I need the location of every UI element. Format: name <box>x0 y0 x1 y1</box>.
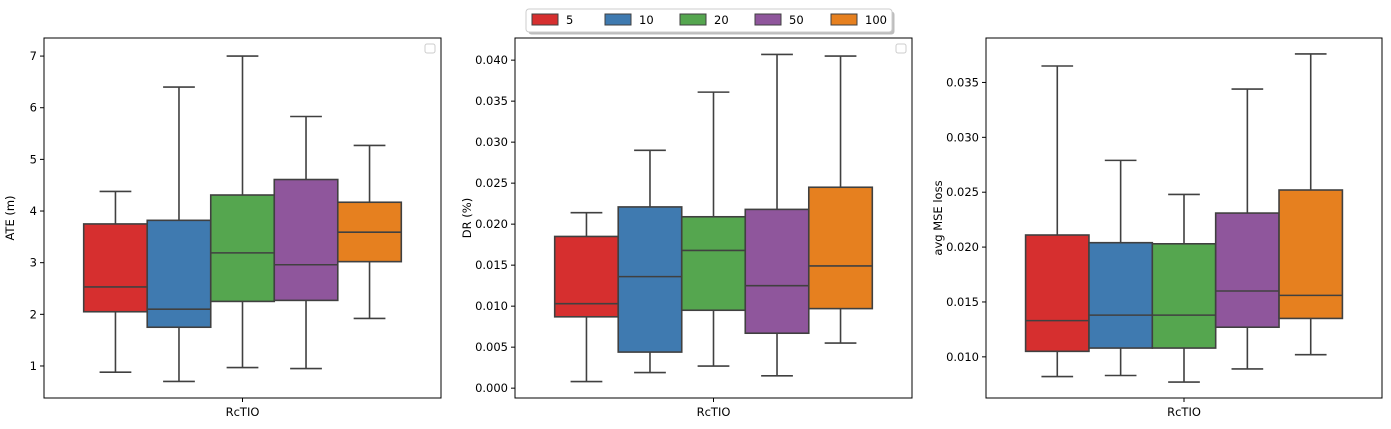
y-tick-label: 0.040 <box>475 53 508 67</box>
y-tick-label: 0.005 <box>475 340 508 354</box>
y-tick-label: 0.000 <box>475 381 508 395</box>
y-tick-label: 0.035 <box>475 94 508 108</box>
chart-panel-2: 0.000 0.005 0.010 0.015 0.020 0.025 0.030 0.035… <box>460 37 913 419</box>
box-series-50 <box>1214 88 1280 370</box>
iqr-box <box>82 223 149 313</box>
legend-label: 10 <box>639 13 654 27</box>
legend-item-50: 50 <box>754 13 804 27</box>
empty-legend-box <box>895 43 907 54</box>
iqr-box <box>744 208 810 335</box>
box-series-100 <box>1278 53 1344 356</box>
box-series-10 <box>1088 159 1154 377</box>
iqr-box <box>617 206 683 353</box>
box-series-10 <box>146 86 212 383</box>
box-series-10 <box>617 149 683 374</box>
box-series-20 <box>680 91 747 367</box>
iqr-box <box>1214 212 1280 329</box>
iqr-box <box>1024 234 1090 353</box>
y-tick-label: 1 <box>30 359 37 373</box>
legend-swatch <box>531 13 559 26</box>
legend-swatch <box>679 13 707 26</box>
box-series-20 <box>1151 193 1217 383</box>
legend-label: 100 <box>865 13 887 27</box>
iqr-box <box>146 219 212 329</box>
legend-swatch <box>754 13 782 26</box>
iqr-box <box>1278 189 1344 320</box>
legend-label: 50 <box>789 13 804 27</box>
y-axis-label: avg MSE loss <box>931 180 945 255</box>
y-tick-label: 5 <box>30 152 37 166</box>
y-tick-label: 0.020 <box>475 217 508 231</box>
legend-item-5: 5 <box>531 13 573 27</box>
y-tick-label: 4 <box>30 204 37 218</box>
chart-panel-1: 1 2 3 4 5 6 7 RcTIO ATE (m) <box>3 37 442 419</box>
chart-panel-3: 0.010 0.015 0.020 0.025 0.030 0.035 RcTIO avg M… <box>931 37 1383 419</box>
y-tick-label: 0.010 <box>946 350 979 364</box>
box-series-100 <box>807 55 874 344</box>
x-tick-label: RcTIO <box>697 405 731 419</box>
y-tick-label: 7 <box>30 49 37 63</box>
y-tick-label: 6 <box>30 101 37 115</box>
y-tick-label: 0.030 <box>475 135 508 149</box>
box-series-5 <box>1024 65 1090 378</box>
box-series-100 <box>336 144 403 320</box>
x-tick-label: RcTIO <box>1167 405 1201 419</box>
legend-item-100: 100 <box>830 13 887 27</box>
box-series-20 <box>209 55 276 369</box>
y-tick-label: 0.020 <box>946 240 979 254</box>
y-tick-label: 2 <box>30 307 37 321</box>
iqr-box <box>807 186 874 310</box>
iqr-box <box>273 178 339 302</box>
box-series-5 <box>553 211 620 383</box>
y-tick-label: 0.025 <box>946 185 979 199</box>
y-tick-label: 3 <box>30 256 37 270</box>
legend-swatch <box>830 13 858 26</box>
iqr-box <box>209 194 276 303</box>
box-series-50 <box>273 115 339 370</box>
legend: 5 10 20 50 100 <box>525 8 895 35</box>
y-tick-label: 0.010 <box>475 299 508 313</box>
y-axis-label: ATE (m) <box>3 195 17 240</box>
iqr-box <box>1151 242 1217 349</box>
iqr-box <box>1088 241 1154 349</box>
legend-label: 5 <box>566 13 573 27</box>
iqr-box <box>680 215 747 312</box>
y-tick-label: 0.025 <box>475 176 508 190</box>
y-tick-label: 0.035 <box>946 75 979 89</box>
empty-legend-box <box>424 43 436 54</box>
box-series-50 <box>744 53 810 377</box>
legend-swatch <box>604 13 632 26</box>
y-tick-label: 0.015 <box>475 258 508 272</box>
x-tick-label: RcTIO <box>226 405 260 419</box>
legend-item-10: 10 <box>604 13 654 27</box>
box-series-5 <box>82 190 149 373</box>
legend-label: 20 <box>714 13 729 27</box>
y-tick-label: 0.030 <box>946 130 979 144</box>
y-tick-label: 0.015 <box>946 295 979 309</box>
legend-item-20: 20 <box>679 13 729 27</box>
iqr-box <box>553 235 620 318</box>
y-axis-label: DR (%) <box>460 198 474 238</box>
